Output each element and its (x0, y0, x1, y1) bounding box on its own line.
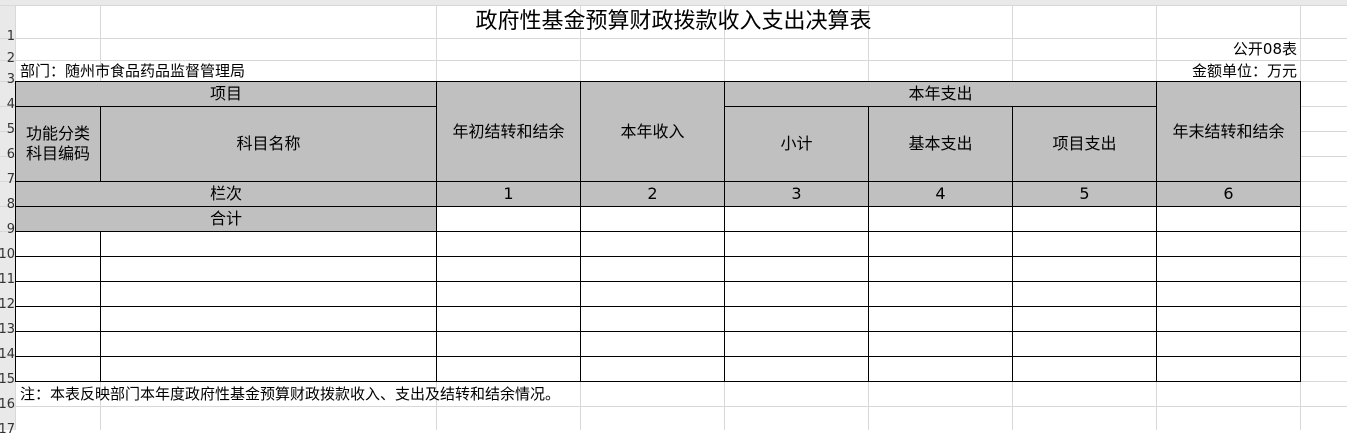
row-number: 6 (6, 148, 15, 162)
data-cell (724, 356, 869, 382)
data-cell (868, 281, 1013, 307)
row-header (0, 0, 15, 430)
note: 注：本表反映部门本年度政府性基金预算财政拨款收入、支出及结转和结余情况。 (20, 385, 561, 403)
data-cell (100, 256, 437, 282)
row-number: 15 (0, 373, 15, 387)
data-cell (436, 256, 581, 282)
data-cell (15, 331, 101, 357)
data-cell (724, 281, 869, 307)
data-cell (724, 331, 869, 357)
data-cell (100, 356, 437, 382)
data-cell (100, 281, 437, 307)
header-cell: 年末结转和结余 (1156, 81, 1301, 182)
data-cell (1156, 356, 1301, 382)
data-cell (15, 231, 101, 257)
data-cell (436, 281, 581, 307)
data-cell (1012, 306, 1157, 332)
data-cell (1012, 356, 1157, 382)
department: 部门：随州市食品药品监督管理局 (20, 62, 246, 80)
header-cell: 本年支出 (724, 81, 1157, 107)
data-cell (15, 356, 101, 382)
total-label: 合计 (15, 206, 437, 232)
row-number: 5 (6, 123, 15, 137)
data-cell (724, 231, 869, 257)
data-cell (580, 206, 725, 232)
column-number: 5 (1012, 181, 1157, 207)
column-number: 2 (580, 181, 725, 207)
data-cell (436, 206, 581, 232)
data-cell (436, 356, 581, 382)
data-cell (724, 256, 869, 282)
data-cell (100, 306, 437, 332)
data-cell (580, 331, 725, 357)
data-cell (15, 306, 101, 332)
column-number: 6 (1156, 181, 1301, 207)
header-cell: 项目 (15, 81, 437, 107)
data-cell (436, 331, 581, 357)
data-cell (1156, 281, 1301, 307)
data-cell (1012, 256, 1157, 282)
row-number: 16 (0, 398, 15, 412)
row-number: 8 (6, 198, 15, 212)
data-cell (436, 231, 581, 257)
data-cell (100, 331, 437, 357)
cell-text: 科目编码 (25, 144, 90, 163)
row-number: 9 (6, 223, 15, 237)
data-cell (580, 306, 725, 332)
row-number: 3 (6, 73, 15, 87)
header-cell: 项目支出 (1012, 106, 1157, 182)
data-cell (1012, 281, 1157, 307)
data-cell (1156, 306, 1301, 332)
data-cell (868, 306, 1013, 332)
column-number: 1 (436, 181, 581, 207)
row-number: 4 (6, 98, 15, 112)
data-cell (1156, 206, 1301, 232)
data-cell (868, 206, 1013, 232)
data-cell (1012, 331, 1157, 357)
column-number: 4 (868, 181, 1013, 207)
row-number: 13 (0, 323, 15, 337)
header-cell: 功能分类 科目编码 (15, 106, 101, 182)
data-cell (1156, 231, 1301, 257)
column-header (0, 0, 1347, 5)
data-cell (580, 281, 725, 307)
header-cell: 科目名称 (100, 106, 437, 182)
header-cell: 基本支出 (868, 106, 1013, 182)
header-cell: 年初结转和结余 (436, 81, 581, 182)
data-cell (724, 306, 869, 332)
row-number: 12 (0, 298, 15, 312)
data-cell (580, 356, 725, 382)
table-code: 公开08表 (1232, 40, 1297, 58)
header-cell: 栏次 (15, 181, 437, 207)
data-cell (868, 356, 1013, 382)
table-title: 政府性基金预算财政拨款收入支出决算表 (475, 9, 872, 34)
data-cell (436, 306, 581, 332)
cell-text: 功能分类 (25, 124, 90, 143)
data-cell (580, 231, 725, 257)
column-number: 3 (724, 181, 869, 207)
data-cell (724, 206, 869, 232)
data-cell (1012, 231, 1157, 257)
data-cell (868, 231, 1013, 257)
data-cell (1012, 206, 1157, 232)
unit: 金额单位：万元 (1191, 62, 1297, 80)
row-number: 1 (6, 30, 15, 44)
row-number: 2 (6, 52, 15, 66)
row-number: 14 (0, 348, 15, 362)
data-cell (15, 281, 101, 307)
row-number: 11 (0, 273, 15, 287)
data-cell (868, 331, 1013, 357)
data-cell (15, 256, 101, 282)
data-cell (868, 256, 1013, 282)
header-cell: 小计 (724, 106, 869, 182)
row-number: 17 (0, 423, 15, 437)
data-cell (100, 231, 437, 257)
header-cell: 本年收入 (580, 81, 725, 182)
data-cell (1156, 256, 1301, 282)
row-number: 7 (6, 173, 15, 187)
row-number: 10 (0, 248, 15, 262)
data-cell (1156, 331, 1301, 357)
data-cell (580, 256, 725, 282)
